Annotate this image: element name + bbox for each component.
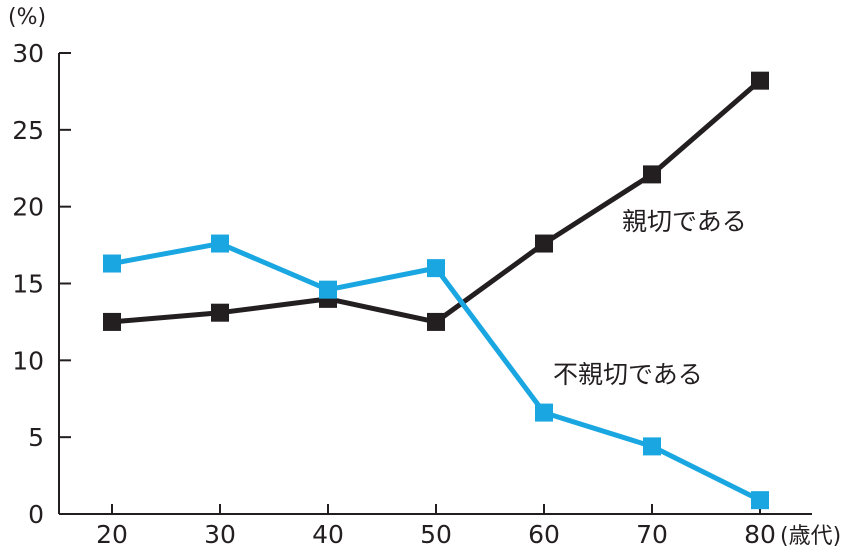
y-ticks: 0 5 10 15 20 25 30 — [12, 39, 71, 529]
y-tick-label: 0 — [28, 500, 44, 529]
y-tick-label: 10 — [12, 346, 44, 375]
y-tick-label: 25 — [12, 116, 44, 145]
y-unit-label: (%) — [8, 5, 46, 30]
series-label-kind: 親切である — [622, 207, 747, 236]
data-point — [643, 437, 661, 456]
series-label-unkind: 不親切である — [553, 360, 703, 389]
data-point — [211, 234, 229, 253]
data-point — [319, 280, 337, 299]
x-tick-label: 80 — [744, 520, 776, 549]
x-tick-label: 50 — [420, 520, 452, 549]
x-tick-label: 70 — [636, 520, 668, 549]
x-ticks: 20 30 40 50 60 70 80 — [96, 504, 776, 549]
data-point — [751, 491, 769, 510]
series-layer — [103, 71, 769, 510]
x-unit-label: (歳代) — [780, 524, 841, 549]
series-line — [111, 78, 762, 325]
x-tick-label: 20 — [96, 520, 128, 549]
data-point — [427, 312, 445, 331]
data-point — [751, 71, 769, 90]
data-point — [103, 254, 121, 273]
data-point — [535, 403, 553, 422]
y-tick-label: 30 — [12, 39, 44, 68]
x-tick-label: 30 — [204, 520, 236, 549]
x-tick-label: 60 — [528, 520, 560, 549]
series-kind — [103, 71, 769, 331]
data-point — [535, 234, 553, 253]
data-point — [211, 303, 229, 322]
y-tick-label: 5 — [28, 423, 44, 452]
series-unkind — [103, 234, 769, 510]
axes — [58, 53, 812, 515]
data-point — [103, 312, 121, 331]
x-tick-label: 40 — [312, 520, 344, 549]
data-point — [427, 259, 445, 278]
data-point — [643, 165, 661, 184]
y-tick-label: 15 — [12, 270, 44, 299]
y-tick-label: 20 — [12, 193, 44, 222]
